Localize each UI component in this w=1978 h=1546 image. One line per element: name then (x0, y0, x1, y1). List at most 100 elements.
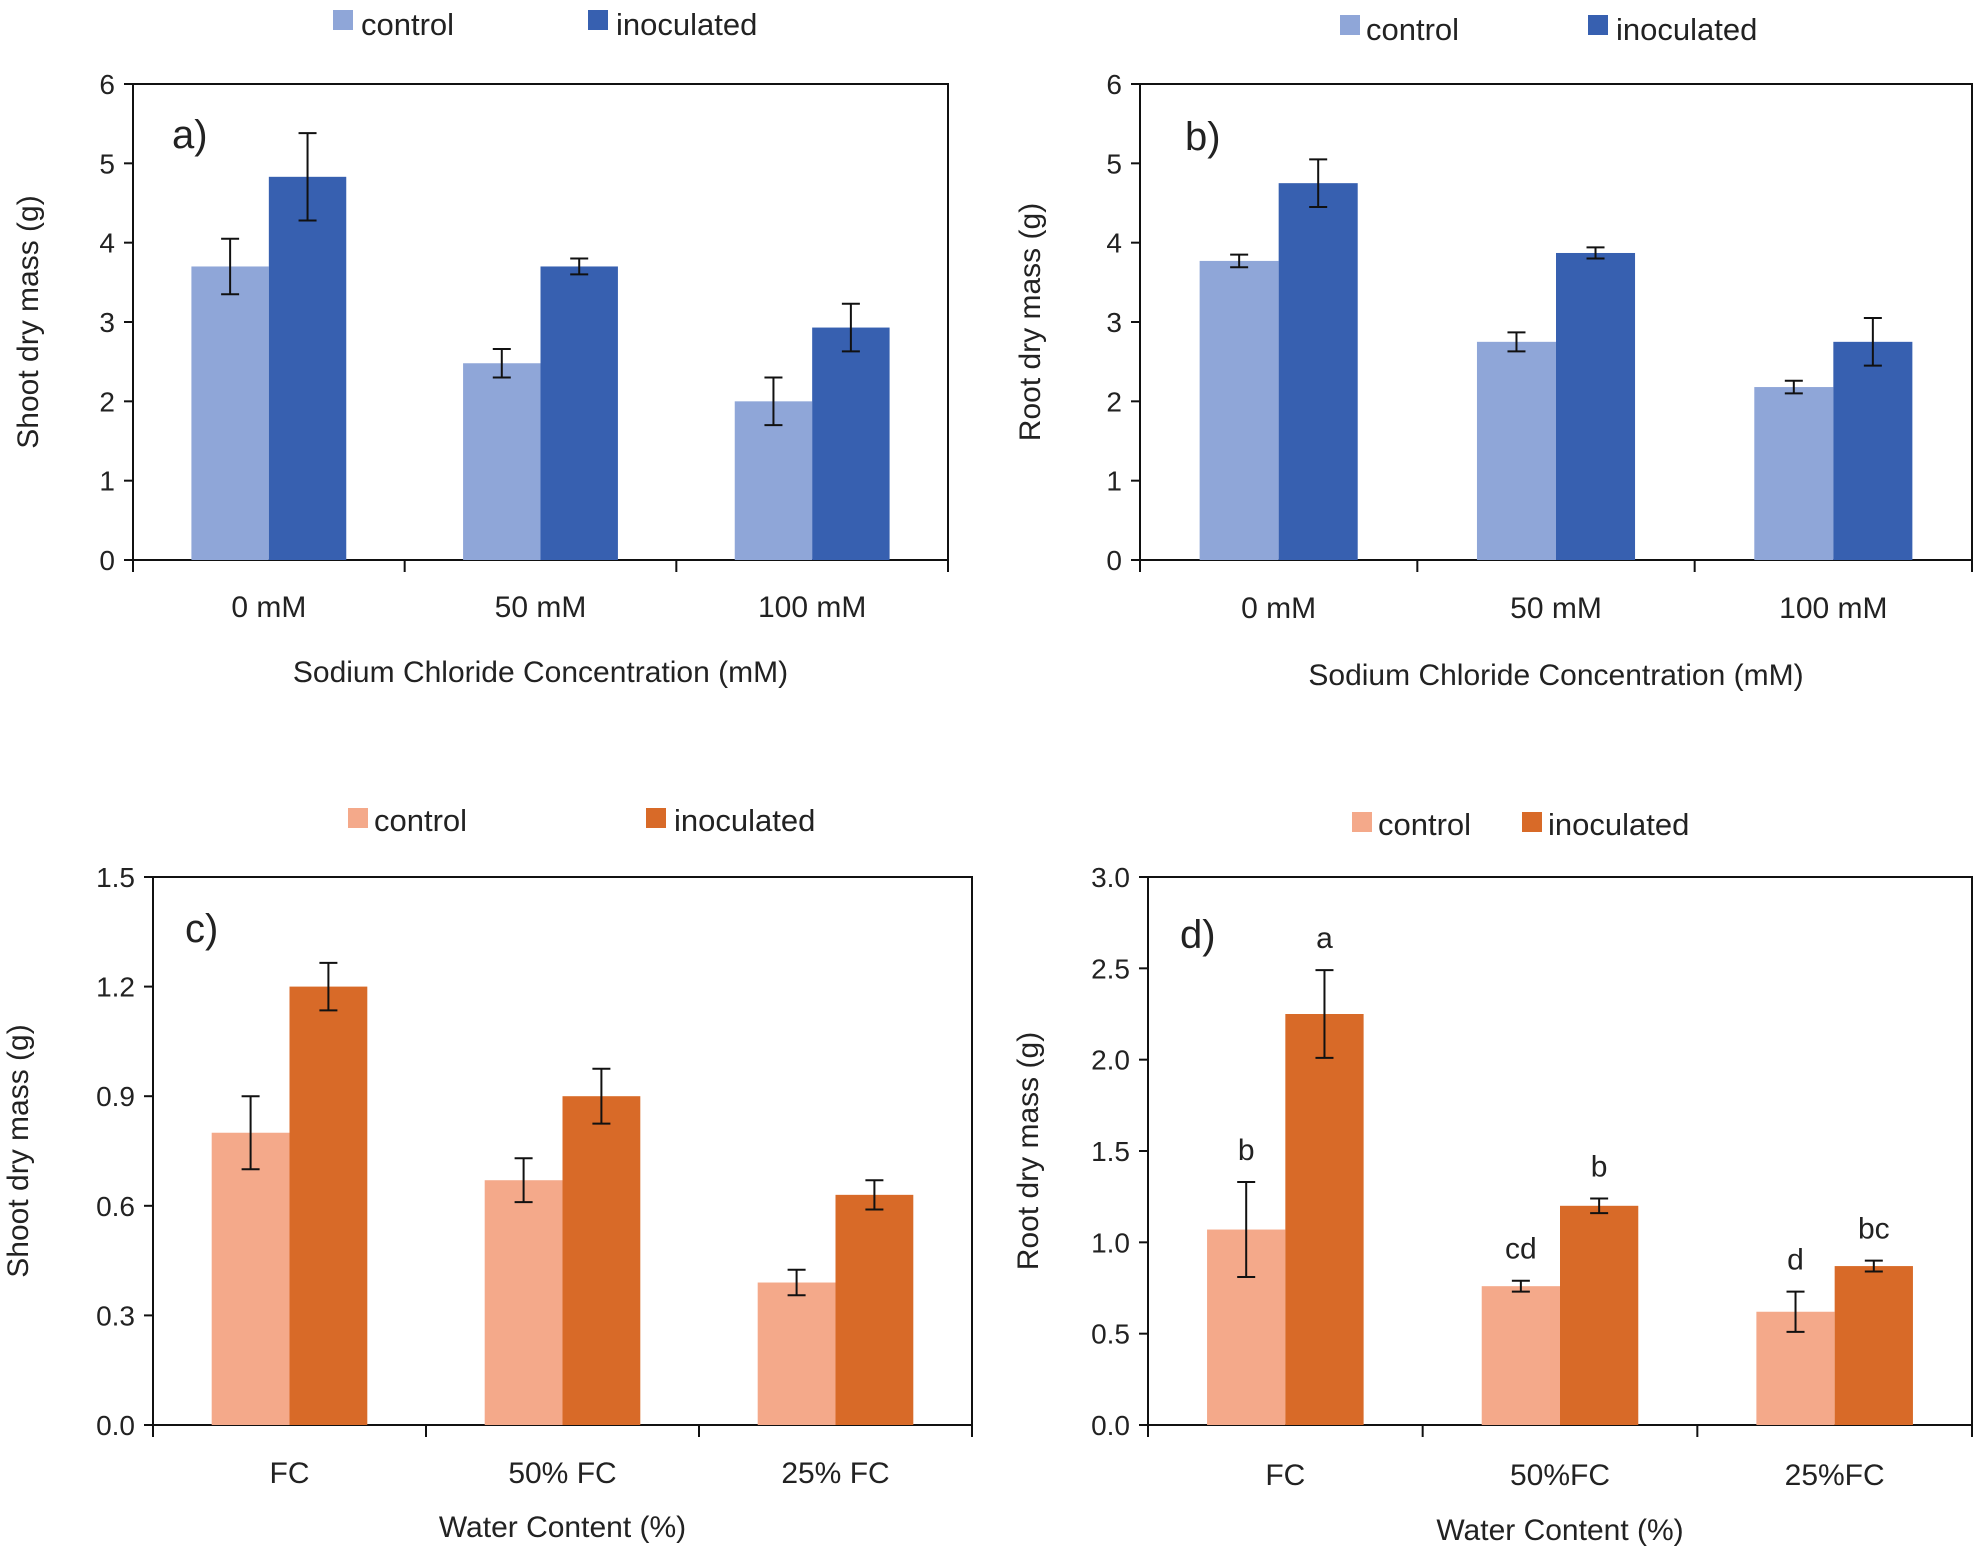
y-tick-label: 1.0 (1091, 1227, 1130, 1258)
legend: control inoculated (1340, 12, 1757, 47)
y-tick-label: 0.0 (96, 1410, 135, 1441)
y-axis-title: Shoot dry mass (g) (2, 1024, 35, 1277)
y-tick-label: 6 (1106, 69, 1122, 100)
error-bar-control-1 (221, 237, 240, 296)
bar-control-2 (1481, 1286, 1560, 1425)
error-bar-inoculated-1 (319, 961, 338, 1012)
panel-label: b) (1185, 115, 1221, 159)
error-bar-inoculated-3 (841, 302, 860, 353)
legend-swatch-control (348, 808, 368, 828)
legend: control inoculated (1352, 807, 1689, 842)
y-tick-label: 4 (1106, 228, 1122, 259)
legend-swatch-control (333, 10, 353, 30)
legend-swatch-control (1352, 812, 1372, 832)
bar-inoculated-1 (268, 176, 347, 560)
y-tick-label: 0.5 (1091, 1319, 1130, 1350)
error-bar-inoculated-2 (1590, 1197, 1609, 1215)
y-tick-label: 0 (99, 545, 115, 576)
error-bar-control-2 (514, 1157, 533, 1204)
significance-letter: a (1316, 922, 1333, 955)
significance-letter: b (1591, 1150, 1608, 1183)
bar-control-3 (757, 1282, 836, 1425)
x-category-label: 25% FC (781, 1457, 889, 1490)
y-tick-label: 0 (1106, 545, 1122, 576)
x-axis-title: Sodium Chloride Concentration (mM) (1308, 659, 1803, 692)
y-tick-label: 2.0 (1091, 1045, 1130, 1076)
bar-inoculated-2 (1556, 252, 1636, 561)
y-tick-label: 2 (1106, 386, 1122, 417)
significance-letter: cd (1505, 1233, 1537, 1266)
bar-inoculated-2 (540, 266, 618, 560)
legend-label-inoculated: inoculated (1548, 807, 1689, 842)
error-bar-inoculated-1 (1309, 158, 1328, 208)
bar-control-1 (211, 1132, 290, 1425)
legend-label-control: control (361, 7, 454, 42)
error-bar-control-2 (1511, 1279, 1530, 1293)
bar-inoculated-1 (1278, 183, 1358, 560)
error-bar-inoculated-2 (570, 257, 589, 276)
panel-label: a) (172, 113, 208, 157)
legend-swatch-inoculated (1522, 812, 1542, 832)
error-bar-inoculated-2 (592, 1067, 611, 1125)
error-bar-control-3 (764, 376, 783, 427)
x-category-label: 100 mM (1779, 592, 1887, 625)
error-bar-control-2 (1507, 331, 1526, 353)
x-category-label: 0 mM (1241, 592, 1316, 625)
legend-swatch-inoculated (1588, 15, 1608, 35)
error-bar-inoculated-3 (865, 1179, 884, 1211)
chart-panel-d: 0.0 0.5 1.0 1.5 2.0 2.5 3.0 FC 50%FC 25%FC b a cd b d b… (1012, 807, 1973, 1546)
y-tick-label: 3 (1106, 307, 1122, 338)
y-tick-label: 1.5 (1091, 1136, 1130, 1167)
bar-inoculated-1 (1285, 1014, 1364, 1425)
error-bar-control-2 (492, 347, 511, 379)
error-bar-control-3 (1784, 379, 1803, 395)
legend-label-inoculated: inoculated (616, 7, 757, 42)
bar-inoculated-3 (1833, 341, 1913, 560)
bar-inoculated-2 (562, 1096, 641, 1425)
bar-control-2 (484, 1180, 563, 1425)
bar-inoculated-1 (289, 986, 368, 1425)
error-bar-inoculated-1 (1315, 969, 1334, 1059)
error-bar-inoculated-3 (1864, 1259, 1883, 1273)
x-category-label: FC (270, 1457, 310, 1490)
bar-inoculated-3 (835, 1194, 914, 1425)
significance-letter: bc (1858, 1213, 1890, 1246)
y-axis-title: Root dry mass (g) (1014, 203, 1047, 441)
y-tick-label: 2 (99, 386, 115, 417)
x-category-label: 0 mM (231, 591, 306, 624)
x-category-label: 100 mM (758, 591, 866, 624)
y-tick-label: 1 (99, 466, 115, 497)
y-tick-label: 5 (1106, 148, 1122, 179)
chart-panel-a: 0 1 2 3 4 5 6 0 mM 50 mM 100 mM Sodium Chloride Co… (12, 7, 949, 689)
y-axis-title: Shoot dry mass (g) (12, 195, 45, 448)
y-tick-label: 1.5 (96, 862, 135, 893)
error-bar-control-1 (1237, 1181, 1256, 1279)
chart-panel-c: 0.0 0.3 0.6 0.9 1.2 1.5 FC 50% FC 25% FC Water Co… (2, 803, 973, 1544)
y-axis-title: Root dry mass (g) (1012, 1032, 1045, 1270)
y-tick-label: 1.2 (96, 972, 135, 1003)
y-tick-label: 3.0 (1091, 862, 1130, 893)
y-tick-label: 6 (99, 69, 115, 100)
x-axis-title: Water Content (%) (439, 1511, 686, 1544)
bar-control-3 (1754, 387, 1834, 560)
x-category-label: 25%FC (1785, 1459, 1885, 1492)
bar-inoculated-3 (1834, 1266, 1913, 1425)
x-category-label: 50%FC (1510, 1459, 1610, 1492)
legend: control inoculated (348, 803, 815, 838)
legend-swatch-inoculated (646, 808, 666, 828)
x-axis-title: Water Content (%) (1436, 1514, 1683, 1546)
chart-panel-b: 0 1 2 3 4 5 6 0 mM 50 mM 100 mM Sodium Chloride Co… (1014, 12, 1973, 692)
x-category-label: FC (1265, 1459, 1305, 1492)
significance-letter: b (1238, 1134, 1255, 1167)
y-tick-label: 0.6 (96, 1191, 135, 1222)
y-tick-label: 0.3 (96, 1300, 135, 1331)
bar-control-1 (191, 266, 269, 560)
y-tick-label: 4 (99, 228, 115, 259)
error-bar-inoculated-3 (1863, 317, 1882, 367)
y-tick-label: 5 (99, 148, 115, 179)
bar-inoculated-3 (812, 327, 890, 560)
y-tick-label: 1 (1106, 466, 1122, 497)
y-tick-label: 0.9 (96, 1081, 135, 1112)
bar-control-2 (463, 363, 541, 560)
